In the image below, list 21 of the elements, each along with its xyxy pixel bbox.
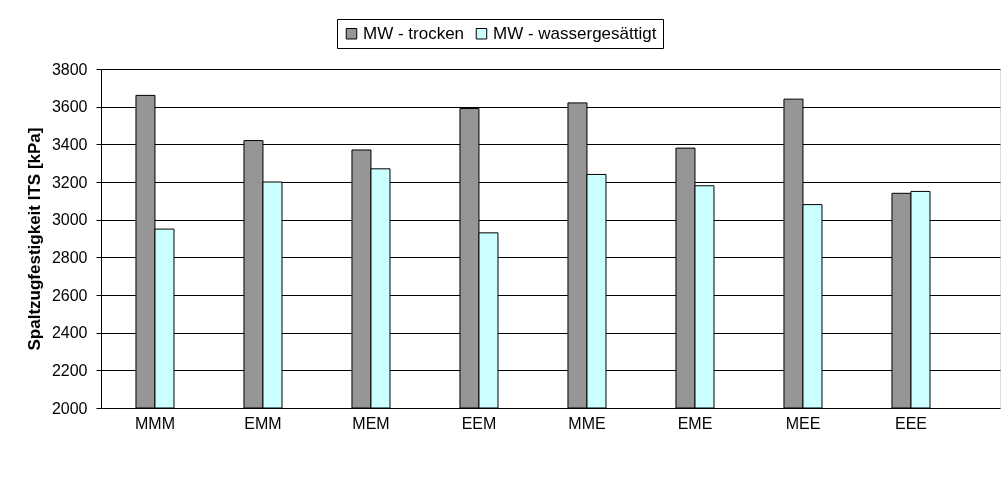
y-tick-label: 3200 bbox=[51, 173, 88, 191]
y-tick-label: 3600 bbox=[51, 98, 88, 116]
y-tick-label: 3800 bbox=[51, 60, 88, 78]
y-tick-label: 3000 bbox=[51, 211, 88, 229]
y-tick-label: 2000 bbox=[51, 399, 88, 417]
legend-label: MW - wassergesättigt bbox=[493, 23, 657, 43]
x-tick-label: EMM bbox=[244, 414, 282, 432]
x-tick-label: MEE bbox=[785, 414, 821, 432]
x-tick-label: EME bbox=[677, 414, 713, 432]
y-axis-title: Spaltzugfestigkeit ITS [kPa] bbox=[24, 127, 44, 351]
y-tick-label: 2200 bbox=[51, 361, 88, 379]
x-tick-label: EEE bbox=[894, 414, 927, 432]
x-tick-label: MME bbox=[568, 414, 606, 432]
legend-label: MW - trocken bbox=[363, 23, 465, 43]
y-tick-label: 3400 bbox=[51, 135, 88, 153]
x-tick-label: MEM bbox=[352, 414, 390, 432]
y-tick-label: 2400 bbox=[51, 324, 88, 342]
x-tick-label: EEM bbox=[461, 414, 497, 432]
y-tick-label: 2600 bbox=[51, 286, 88, 304]
x-tick-label: MMM bbox=[134, 414, 175, 432]
y-tick-label: 2800 bbox=[51, 248, 88, 266]
